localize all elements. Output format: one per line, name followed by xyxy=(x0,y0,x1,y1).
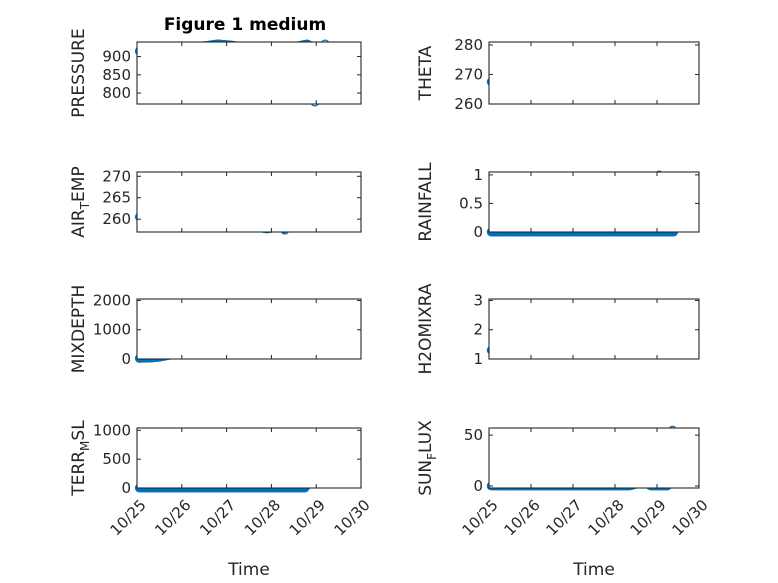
h2omixra-ytick-label: 2 xyxy=(473,321,483,339)
sun_flux-ytick-label: 0 xyxy=(473,477,483,495)
mixdepth-ylabel: MIXDEPTH xyxy=(69,285,89,374)
axes-theta: 260 270 280 THETA xyxy=(416,36,700,113)
air_temp-ylabel-part: AIR xyxy=(69,209,89,238)
pressure-ytick-label: 850 xyxy=(102,66,131,84)
terr_msl-ylabel: TERRMSL xyxy=(69,420,92,497)
axes-h2omixra: 1 2 3 H2OMIXRA xyxy=(416,283,700,375)
air_temp-ylabel-part: EMP xyxy=(69,166,89,202)
rainfall-ylabel-part: RAINFALL xyxy=(416,162,436,242)
h2omixra-ylabel: H2OMIXRA xyxy=(416,283,436,374)
rainfall-ylabel: RAINFALL xyxy=(416,162,436,242)
mixdepth-axis-box xyxy=(136,298,362,360)
pressure-ylabel-part: PRESSURE xyxy=(69,28,89,117)
rainfall-ytick-label: 0 xyxy=(473,223,483,241)
sun_flux-ylabel-part: LUX xyxy=(416,420,436,453)
pressure-axis-box xyxy=(136,41,362,105)
air_temp-ytick-label: 260 xyxy=(102,210,131,228)
theta-axis-box xyxy=(488,41,700,105)
sun_flux-ylabel-part: SUN xyxy=(416,460,436,496)
pressure-ytick-label: 800 xyxy=(102,84,131,102)
rainfall-axis-box xyxy=(488,171,700,233)
theta-ytick-label: 270 xyxy=(454,65,483,83)
rainfall-ytick-label: 0.5 xyxy=(459,194,483,212)
terr_msl-ylabel-part: M xyxy=(78,441,92,451)
sun_flux-axis-box xyxy=(488,427,700,489)
sun_flux-xlabel: Time xyxy=(572,560,615,580)
air_temp-ylabel-part: T xyxy=(78,201,92,210)
terr_msl-ytick-label: 500 xyxy=(102,450,131,468)
sun_flux-ytick-label: 50 xyxy=(464,426,483,444)
terr_msl-xlabel: Time xyxy=(227,560,270,580)
air_temp-ytick-label: 265 xyxy=(102,189,131,207)
terr_msl-ytick-label: 1000 xyxy=(93,421,131,439)
sun_flux-ylabel-part: F xyxy=(425,453,439,460)
terr_msl-ylabel-part: TERR xyxy=(69,451,89,497)
mixdepth-ytick-label: 0 xyxy=(121,350,131,368)
sun_flux-ylabel: SUNFLUX xyxy=(416,420,439,496)
theta-ylabel: THETA xyxy=(416,45,436,101)
h2omixra-axis-box xyxy=(488,298,700,360)
h2omixra-ylabel-part: H2OMIXRA xyxy=(416,283,436,374)
pressure-ylabel: PRESSURE xyxy=(69,28,89,117)
rainfall-ytick-label: 1 xyxy=(473,166,483,184)
theta-ylabel-part: THETA xyxy=(416,45,436,101)
mixdepth-ylabel-part: MIXDEPTH xyxy=(69,285,89,374)
theta-ytick-label: 260 xyxy=(454,95,483,113)
figure-title: Figure 1 medium xyxy=(164,15,326,35)
theta-ytick-label: 280 xyxy=(454,36,483,54)
mixdepth-ytick-label: 2000 xyxy=(93,291,131,309)
air_temp-ylabel: AIRTEMP xyxy=(69,166,92,237)
axes-rainfall: 0 0.5 1 RAINFALL xyxy=(416,162,700,242)
pressure-ytick-label: 900 xyxy=(102,48,131,66)
air_temp-axis-box xyxy=(136,171,362,233)
h2omixra-ytick-label: 1 xyxy=(473,350,483,368)
air_temp-ytick-label: 270 xyxy=(102,167,131,185)
mixdepth-ytick-label: 1000 xyxy=(93,321,131,339)
axes-air_temp: 260 265 270 AIRTEMP xyxy=(69,166,362,238)
terr_msl-axis-box xyxy=(136,427,362,489)
terr_msl-ytick-label: 0 xyxy=(121,479,131,497)
h2omixra-ytick-label: 3 xyxy=(473,291,483,309)
terr_msl-ylabel-part: SL xyxy=(69,420,89,441)
